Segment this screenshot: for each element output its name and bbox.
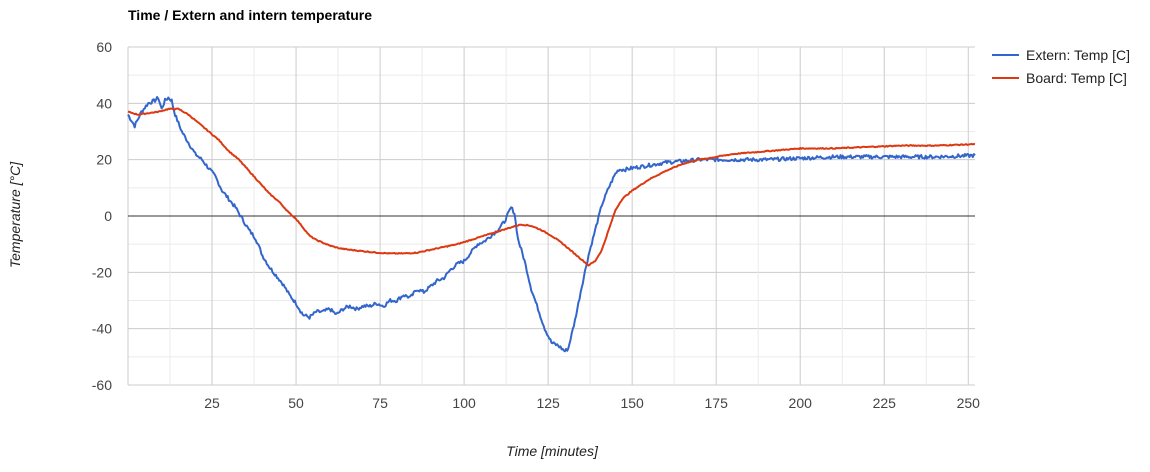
y-tick-label: 20 — [96, 152, 112, 168]
y-tick-label: 60 — [96, 39, 112, 55]
y-tick-label: -40 — [92, 321, 112, 337]
y-axis-title: Temperature [°C] — [7, 161, 23, 268]
y-tick-label: 0 — [104, 208, 112, 224]
x-axis-title: Time [minutes] — [506, 443, 599, 459]
y-tick-label: -20 — [92, 264, 112, 280]
x-tick-label: 250 — [957, 395, 981, 411]
chart-title: Time / Extern and intern temperature — [128, 7, 372, 23]
x-tick-label: 125 — [536, 395, 560, 411]
x-axis-ticks: 25 50 75 100 125 150 175 200 225 250 — [204, 395, 980, 411]
x-tick-label: 25 — [204, 395, 220, 411]
y-axis-ticks: 60 40 20 0 -20 -40 -60 — [92, 39, 112, 393]
x-tick-label: 175 — [705, 395, 729, 411]
x-tick-label: 75 — [372, 395, 388, 411]
series-line-extern-temp — [127, 96, 976, 353]
x-tick-label: 225 — [873, 395, 897, 411]
x-tick-label: 100 — [452, 395, 476, 411]
legend-label: Board: Temp [C] — [1026, 70, 1127, 86]
legend-label: Extern: Temp [C] — [1026, 47, 1130, 63]
y-tick-label: -60 — [92, 377, 112, 393]
series-lines — [127, 96, 976, 353]
series-line-board-temp — [127, 107, 976, 267]
legend: Extern: Temp [C] Board: Temp [C] — [992, 47, 1130, 86]
x-tick-label: 150 — [620, 395, 644, 411]
y-tick-label: 40 — [96, 95, 112, 111]
x-tick-label: 200 — [789, 395, 813, 411]
x-tick-label: 50 — [288, 395, 304, 411]
